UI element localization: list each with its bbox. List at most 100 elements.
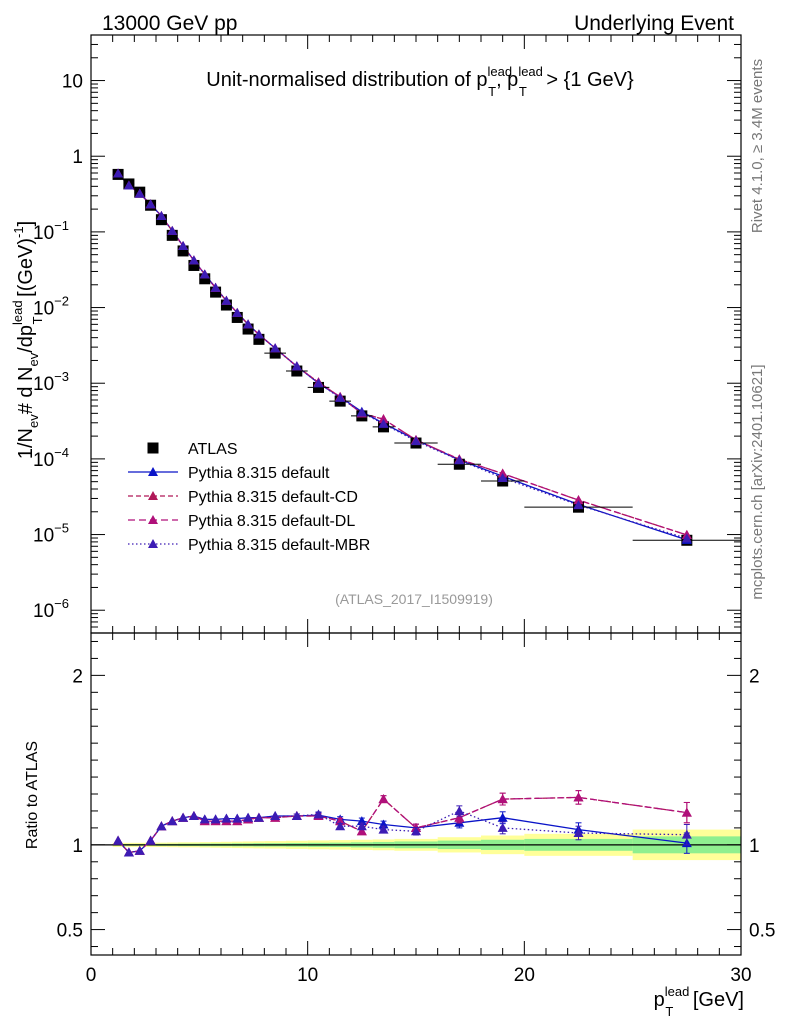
mcplots-label: mcplots.cern.ch [arXiv:2401.10621] (749, 364, 766, 599)
ratio-point (681, 807, 692, 817)
main-line-pythia-8-315-default-mbr (117, 173, 687, 540)
ratio-point (210, 814, 221, 824)
ratio-point (335, 821, 346, 831)
legend-marker (148, 539, 158, 548)
atlas-point (166, 229, 178, 241)
mc-point (454, 455, 465, 465)
y-tick-label: 10−5 (33, 521, 69, 547)
ratio-point (145, 835, 156, 845)
ratio-point (356, 826, 367, 836)
mc-point (243, 319, 254, 329)
atlas-point (177, 245, 189, 257)
ratio-frame (90, 632, 742, 956)
ratio-ticks: 0.5 0.51 12 20 10 20 30 (57, 633, 775, 986)
atlas-point (269, 347, 281, 359)
mc-point (573, 500, 584, 510)
legend-label: ATLAS (188, 441, 238, 458)
atlas-point (231, 311, 243, 323)
mc-point (113, 168, 124, 178)
mc-point (167, 225, 178, 235)
atlas-point (242, 323, 254, 335)
ratio-point (454, 812, 465, 822)
atlas-point (220, 299, 232, 311)
ratio-point (232, 813, 243, 823)
rivet-label: Rivet 4.1.0, ≥ 3.4M events (749, 59, 766, 233)
atlas-point (253, 333, 265, 345)
mc-point (253, 329, 264, 339)
atlas-point (188, 259, 200, 271)
ratio-point (167, 816, 178, 826)
legend-label: Pythia 8.315 default (188, 465, 330, 482)
ratio-point (378, 794, 389, 804)
ratio-y-tick-label: 1 (72, 836, 83, 857)
analysis-annotation: (ATLAS_2017_I1509919) (335, 591, 493, 607)
ratio-point (497, 822, 508, 832)
ratio-y-axis-label: Ratio to ATLAS (24, 741, 41, 849)
mc-point (378, 414, 389, 424)
x-tick-label: 20 (514, 965, 535, 986)
ratio-point (156, 821, 167, 831)
ratio-y-tick-label: 2 (72, 666, 83, 687)
mc-point (232, 307, 243, 317)
atlas-point (199, 273, 211, 285)
y-tick-label: 10−4 (33, 445, 69, 471)
ratio-point (313, 809, 324, 819)
ratio-point (378, 824, 389, 834)
ratio-series-points (113, 790, 692, 857)
atlas-point (210, 286, 222, 298)
x-tick-label: 10 (297, 965, 318, 986)
mc-point (497, 472, 508, 482)
ratio-point (681, 829, 692, 839)
ratio-axes (90, 632, 742, 956)
mc-point (270, 343, 281, 353)
ratio-y-tick-label-right: 2 (749, 666, 760, 687)
ratio-point (199, 814, 210, 824)
mc-point (681, 533, 692, 543)
header-right: Underlying Event (574, 12, 734, 35)
y-tick-label: 10−1 (33, 218, 69, 244)
main-series-lines (117, 173, 688, 541)
mc-point (573, 495, 584, 505)
ratio-point (573, 792, 584, 802)
legend-label: Pythia 8.315 default-DL (188, 513, 355, 530)
ratio-point (253, 812, 264, 822)
mc-point (291, 361, 302, 371)
atlas-point (291, 365, 303, 377)
mc-point (411, 436, 421, 446)
legend-label: Pythia 8.315 default-CD (188, 489, 358, 506)
x-tick-label: 0 (86, 965, 97, 986)
mc-point (188, 255, 199, 265)
ratio-panel: 0.5 0.51 12 20 10 20 30 Ratio to ATLAS plead T … (24, 632, 775, 1019)
legend-marker-atlas (147, 442, 159, 454)
ratio-point (221, 813, 232, 823)
ratio-point (497, 794, 508, 804)
ratio-point (573, 827, 584, 837)
y-tick-label: 10−2 (33, 294, 69, 320)
y-tick-label: 10−3 (33, 369, 69, 395)
ratio-point (270, 811, 281, 821)
atlas-point (313, 381, 324, 393)
legend-marker (148, 491, 158, 500)
ratio-point (356, 821, 367, 831)
ratio-point (243, 812, 254, 822)
mc-point (221, 295, 232, 305)
header-left: 13000 GeV pp (102, 12, 237, 35)
mc-point (356, 407, 367, 417)
legend-marker (148, 467, 158, 476)
mc-point (335, 392, 346, 402)
mc-point (156, 211, 167, 221)
legend-label: Pythia 8.315 default-MBR (188, 537, 370, 554)
y-tick-label: 10 (62, 72, 83, 93)
mc-point (123, 180, 134, 190)
main-panel: 10 1 10−1 10−2 10−3 10−4 10−5 10−6 Unit-normali… (10, 34, 742, 634)
ratio-point (123, 847, 134, 857)
main-y-axis-label: 1/Nev# d Nev/dplead T [(GeV)-1] (10, 221, 45, 459)
main-line-pythia-8-315-default (117, 173, 688, 541)
x-tick-label: 30 (730, 965, 751, 986)
y-tick-label: 10−6 (33, 596, 69, 622)
ratio-point (134, 845, 145, 855)
legend-marker (148, 515, 158, 524)
mc-point (134, 188, 145, 198)
ratio-point (335, 816, 346, 826)
